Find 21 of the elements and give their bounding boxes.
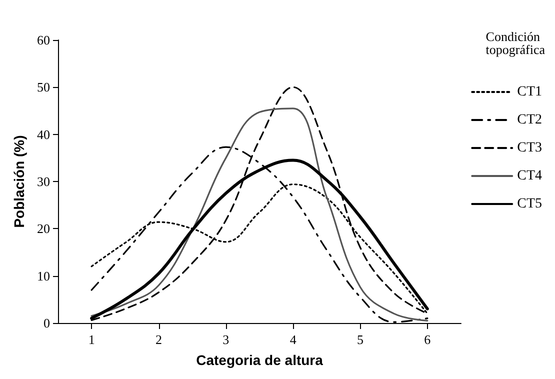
x-tick-label: 3 bbox=[222, 332, 230, 347]
y-tick-label: 20 bbox=[37, 221, 50, 236]
legend-label: CT5 bbox=[517, 196, 542, 212]
x-tick-label: 4 bbox=[290, 332, 297, 347]
x-tick-label: 1 bbox=[88, 332, 95, 347]
legend-label: CT1 bbox=[517, 84, 542, 100]
legend-title: Condición topográfica bbox=[486, 29, 546, 57]
x-axis-title: Categoria de altura bbox=[196, 352, 324, 368]
y-tick-label: 10 bbox=[37, 268, 50, 284]
x-tick-label: 5 bbox=[357, 332, 364, 347]
y-tick-label: 50 bbox=[37, 80, 50, 95]
legend-label: CT3 bbox=[517, 140, 542, 156]
legend-label: CT2 bbox=[517, 112, 542, 128]
y-axis-title: Población (%) bbox=[11, 135, 27, 228]
legend-label: CT4 bbox=[517, 168, 542, 184]
x-tick-label: 6 bbox=[424, 332, 432, 347]
y-tick-label: 40 bbox=[37, 126, 50, 142]
x-tick-label: 2 bbox=[156, 332, 162, 347]
y-tick-label: 0 bbox=[44, 316, 50, 330]
y-tick-label: 30 bbox=[37, 174, 50, 189]
y-tick-label: 60 bbox=[37, 32, 50, 48]
